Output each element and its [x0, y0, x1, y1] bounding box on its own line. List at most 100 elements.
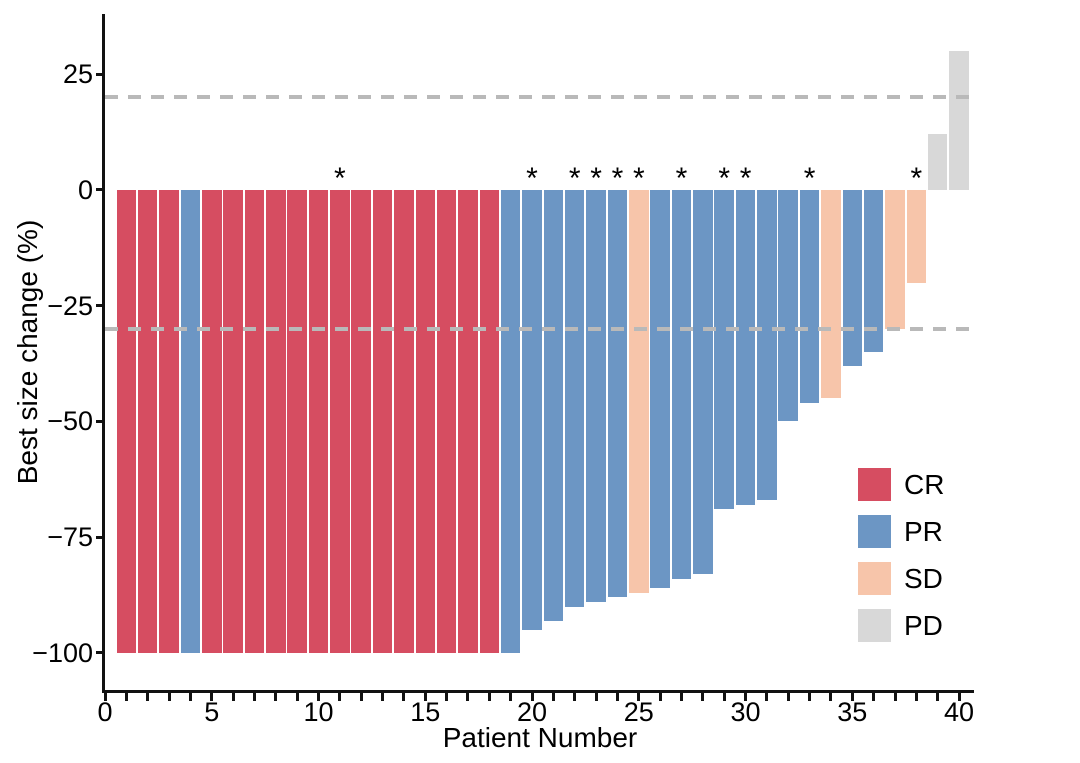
bar-patient-7 [244, 189, 265, 653]
x-axis-tick [914, 693, 918, 701]
x-axis-tick-label: 25 [623, 697, 654, 727]
bar-patient-18 [479, 189, 500, 653]
x-axis-tick [317, 693, 320, 701]
legend-label-pd: PD [904, 610, 943, 641]
y-axis-tick [96, 72, 104, 76]
y-axis-tick-label: 0 [77, 174, 93, 205]
x-axis-tick [829, 693, 833, 701]
x-axis-tick [808, 693, 812, 701]
legend-swatch-cr [858, 468, 891, 501]
bar-patient-13 [372, 189, 393, 653]
asterisk-marker-patient-22: * [568, 161, 581, 195]
x-axis-tick-label: 5 [204, 697, 220, 727]
legend: CR PR SD PD [858, 468, 944, 656]
bar-patient-39 [927, 134, 948, 190]
bar-patient-6 [223, 189, 243, 653]
x-axis-tick [188, 693, 192, 701]
x-axis-tick [124, 693, 128, 701]
x-axis-tick [893, 693, 897, 701]
bar-patient-4 [180, 189, 201, 653]
bar-patient-33 [799, 189, 820, 403]
x-axis-tick [103, 693, 107, 701]
x-axis-tick [252, 693, 256, 701]
bar-patient-19 [500, 189, 521, 653]
x-axis-tick [359, 693, 363, 701]
bar-patient-20 [522, 189, 542, 630]
x-axis-tick [551, 693, 555, 701]
x-axis-tick [701, 693, 705, 701]
bar-patient-25 [629, 189, 649, 593]
x-axis-tick-label: 0 [97, 697, 113, 727]
x-axis-tick [658, 693, 662, 701]
x-axis-tick [722, 693, 726, 701]
x-axis-tick-label: 30 [730, 697, 761, 727]
bar-patient-30 [735, 189, 756, 505]
x-axis-tick [402, 693, 406, 701]
bar-patient-21 [543, 189, 564, 621]
x-axis-tick [530, 693, 534, 701]
bar-patient-29 [714, 189, 734, 510]
legend-label-pr: PR [904, 516, 943, 547]
asterisk-marker-patient-27: * [675, 161, 688, 195]
y-axis-tick-label: −100 [32, 637, 93, 668]
y-axis-tick [96, 651, 104, 655]
bar-patient-28 [693, 189, 713, 575]
legend-swatch-pd [858, 609, 891, 642]
bar-patient-1 [116, 189, 137, 653]
x-axis-tick [573, 693, 577, 701]
legend-swatch-sd [858, 562, 891, 595]
x-axis-tick [295, 693, 299, 701]
reference-line-upper [105, 95, 974, 100]
x-axis-tick-label: 40 [944, 697, 975, 727]
x-axis-tick [594, 693, 598, 701]
bar-patient-32 [778, 189, 798, 422]
bar-patient-11 [330, 189, 350, 653]
legend-swatch-pr [858, 515, 891, 548]
x-axis-tick-label: 35 [837, 697, 868, 727]
bar-patient-14 [394, 189, 414, 653]
x-axis-tick-label: 10 [303, 697, 334, 727]
bar-patient-10 [308, 189, 329, 653]
x-axis-tick [381, 693, 385, 701]
bar-patient-26 [650, 189, 670, 589]
bar-patient-36 [863, 189, 884, 352]
legend-item-sd: SD [858, 562, 944, 595]
y-axis-tick [96, 535, 104, 539]
x-axis-tick-label: 20 [516, 697, 548, 727]
x-axis-tick [509, 693, 513, 701]
bar-patient-5 [201, 189, 222, 653]
bar-patient-8 [266, 189, 286, 653]
x-axis-tick [210, 693, 214, 701]
asterisk-marker-patient-30: * [739, 161, 752, 195]
asterisk-marker-patient-38: * [910, 161, 923, 195]
x-axis-tick [637, 693, 641, 701]
x-axis-tick [274, 693, 278, 701]
x-axis-tick [744, 693, 748, 701]
bar-patient-15 [415, 189, 436, 653]
bar-patient-3 [159, 189, 179, 653]
legend-item-pd: PD [858, 609, 944, 642]
y-axis-tick-label: −25 [47, 290, 93, 321]
x-axis-tick [615, 693, 619, 701]
y-axis-title: Best size change (%) [12, 219, 43, 485]
legend-item-cr: CR [858, 468, 944, 501]
reference-line-lower [105, 326, 974, 331]
bar-patient-40 [949, 51, 969, 190]
asterisk-marker-patient-11: * [334, 161, 346, 195]
bar-patient-34 [821, 189, 841, 399]
y-axis-tick-label: 25 [62, 59, 93, 90]
x-axis-tick [765, 693, 769, 701]
x-axis-tick [850, 693, 854, 701]
asterisk-marker-patient-24: * [611, 161, 624, 195]
bar-patient-23 [586, 189, 606, 603]
x-axis-tick [167, 693, 171, 701]
y-axis-tick-label: −75 [47, 522, 93, 553]
asterisk-marker-patient-33: * [803, 161, 816, 195]
x-axis-tick [423, 693, 427, 701]
x-axis-title: Patient Number [442, 722, 638, 753]
y-axis-tick [96, 419, 104, 423]
x-axis-tick [231, 693, 235, 701]
bar-patient-22 [564, 189, 585, 607]
y-axis-tick [96, 304, 104, 308]
